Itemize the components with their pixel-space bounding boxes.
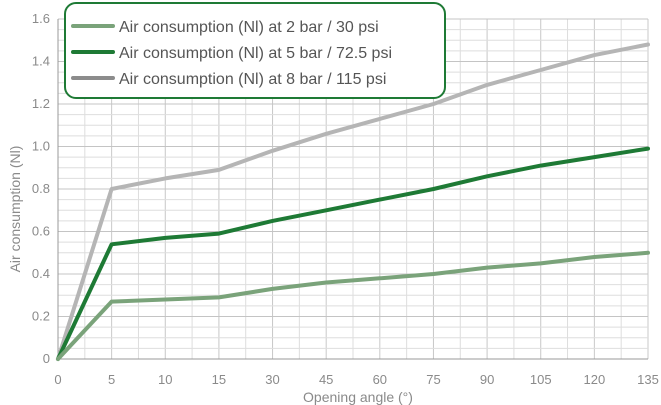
x-tick-label: 5 xyxy=(108,372,115,387)
y-tick-label: 1.2 xyxy=(32,96,50,111)
legend-label-2: Air consumption (Nl) at 5 bar / 72.5 psi xyxy=(119,45,392,62)
x-tick-label: 15 xyxy=(212,372,226,387)
x-tick-labels: 0 5 10 15 30 45 60 75 90 105 120 135 xyxy=(54,372,658,387)
x-tick-label: 135 xyxy=(637,372,659,387)
series-lines xyxy=(56,42,650,361)
y-tick-label: 0.2 xyxy=(32,309,50,324)
y-tick-label: 1.6 xyxy=(32,11,50,26)
axes xyxy=(57,19,648,360)
y-tick-label: 1.0 xyxy=(32,139,50,154)
legend-box xyxy=(64,2,446,99)
legend: Air consumption (Nl) at 2 bar / 30 psi Ai… xyxy=(64,2,446,99)
x-tick-label: 60 xyxy=(373,372,387,387)
x-axis-title: Opening angle (°) xyxy=(303,389,413,405)
x-tick-label: 45 xyxy=(319,372,333,387)
y-tick-label: 0 xyxy=(43,351,50,366)
x-tick-label: 0 xyxy=(54,372,61,387)
y-tick-label: 0.4 xyxy=(32,266,50,281)
y-tick-labels: 0 0.2 0.4 0.6 0.8 1.0 1.2 1.4 1.6 xyxy=(32,11,50,366)
y-tick-label: 1.4 xyxy=(32,54,50,69)
y-tick-label: 0.8 xyxy=(32,181,50,196)
x-tick-label: 105 xyxy=(530,372,552,387)
legend-label-1: Air consumption (Nl) at 2 bar / 30 psi xyxy=(119,19,379,36)
y-axis-title: Air consumption (Nl) xyxy=(7,146,23,273)
x-tick-label: 10 xyxy=(158,372,172,387)
series-line-1 xyxy=(56,250,650,361)
x-tick-label: 30 xyxy=(265,372,279,387)
x-tick-label: 120 xyxy=(584,372,606,387)
series-line-3 xyxy=(56,42,650,361)
x-tick-label: 90 xyxy=(480,372,494,387)
legend-label-3: Air consumption (Nl) at 8 bar / 115 psi xyxy=(119,71,386,88)
x-tick-label: 75 xyxy=(426,372,440,387)
y-tick-label: 0.6 xyxy=(32,224,50,239)
series-line-2 xyxy=(56,146,650,361)
